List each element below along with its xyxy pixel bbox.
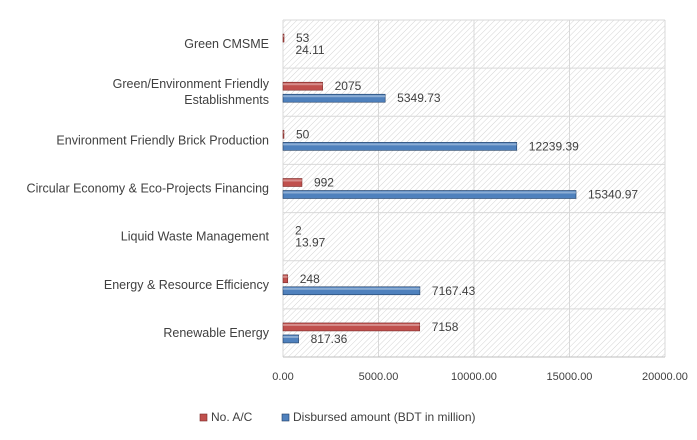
bar-disbursed-amount <box>282 142 518 151</box>
bar-highlight <box>283 323 420 326</box>
category-label: Liquid Waste Management <box>121 230 270 244</box>
data-label: 53 <box>296 31 310 45</box>
bar-highlight <box>283 179 302 182</box>
bar-highlight <box>283 35 285 38</box>
bar-highlight <box>283 83 323 86</box>
legend-swatch <box>281 413 290 422</box>
bar-highlight <box>283 335 299 338</box>
data-label: 13.97 <box>295 236 325 250</box>
x-tick-label: 15000.00 <box>547 371 593 383</box>
category-label: Environment Friendly Brick Production <box>56 133 269 147</box>
category-label: Energy & Resource Efficiency <box>104 278 270 292</box>
legend-label: No. A/C <box>211 410 253 424</box>
category-label: Establishments <box>184 93 269 107</box>
category-label: Renewable Energy <box>163 326 269 340</box>
bar-highlight <box>283 95 386 98</box>
bar-highlight <box>283 191 577 194</box>
data-label: 2 <box>295 224 302 238</box>
data-label: 248 <box>300 272 320 286</box>
x-tick-label: 10000.00 <box>451 371 497 383</box>
data-label: 12239.39 <box>529 139 579 153</box>
bar-no-ac <box>282 130 285 139</box>
data-label: 2075 <box>335 79 362 93</box>
bar-no-ac <box>282 322 421 332</box>
category-label: Green/Environment Friendly <box>113 77 270 91</box>
bar-highlight <box>283 275 288 278</box>
bar-disbursed-amount <box>282 286 421 296</box>
data-label: 24.11 <box>295 43 324 57</box>
bar-disbursed-amount <box>282 190 577 199</box>
data-label: 7158 <box>432 320 459 334</box>
legend-swatch <box>199 413 208 422</box>
bar-no-ac <box>282 274 289 284</box>
bar-highlight <box>283 131 284 134</box>
category-label: Green CMSME <box>184 37 269 51</box>
x-tick-label: 5000.00 <box>359 371 399 383</box>
data-label: 50 <box>296 127 310 141</box>
data-label: 7167.43 <box>432 284 476 298</box>
data-label: 15340.97 <box>588 188 638 202</box>
bar-highlight <box>283 143 517 146</box>
x-tick-label: 20000.00 <box>642 371 688 383</box>
bar-no-ac <box>282 33 285 43</box>
data-label: 5349.73 <box>397 91 441 105</box>
legend: No. A/C Disbursed amount (BDT in million) <box>199 410 476 424</box>
x-tick-label: 0.00 <box>272 371 293 383</box>
legend-label: Disbursed amount (BDT in million) <box>293 410 476 424</box>
bar-disbursed-amount <box>282 334 299 344</box>
bar-highlight <box>283 287 420 290</box>
bar-no-ac <box>282 81 323 91</box>
bar-no-ac <box>282 178 303 187</box>
data-label: 817.36 <box>311 332 348 346</box>
category-label: Circular Economy & Eco-Projects Financin… <box>27 182 269 196</box>
data-label: 992 <box>314 176 334 190</box>
bar-disbursed-amount <box>282 93 386 103</box>
